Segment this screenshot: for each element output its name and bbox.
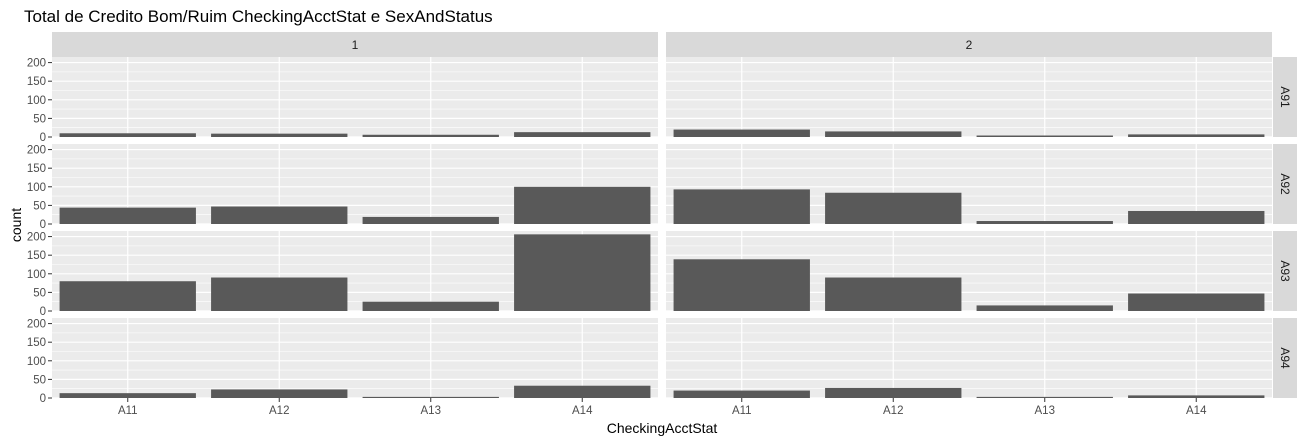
row-strip-label-a94: A94 <box>1278 347 1292 369</box>
y-tick-label: 150 <box>27 337 46 349</box>
bar-1-a92-a11 <box>59 207 196 224</box>
bar-1-a91-a13 <box>362 134 499 137</box>
bar-1-a94-a11 <box>59 393 196 398</box>
col-strip-label-1: 1 <box>352 38 359 52</box>
y-tick-label: 50 <box>33 287 46 299</box>
row-strip-label-a92: A92 <box>1278 173 1292 195</box>
panel-1-a91: 0 50 100 150 200 <box>27 57 658 144</box>
y-tick-label: 100 <box>27 182 46 194</box>
bar-2-a94-a14 <box>1128 395 1265 398</box>
x-tick-label-a12: A12 <box>269 405 289 417</box>
y-tick-label: 200 <box>27 319 46 331</box>
x-axis-title: CheckingAcctStat <box>607 420 718 436</box>
y-tick-label: 150 <box>27 76 46 88</box>
y-tick-label: 150 <box>27 163 46 175</box>
bar-2-a92-a14 <box>1128 210 1265 224</box>
y-tick-label: 50 <box>33 113 46 125</box>
y-axis-title: count <box>8 208 24 242</box>
col-strip-1 <box>52 32 658 57</box>
y-tick-label: 200 <box>27 58 46 70</box>
x-tick-label-a11: A11 <box>732 405 752 417</box>
bar-2-a93-a12 <box>825 277 962 311</box>
bar-2-a91-a13 <box>976 135 1113 137</box>
bar-1-a92-a12 <box>211 206 348 224</box>
row-strip-a92 <box>1273 144 1297 224</box>
x-tick-label-a14: A14 <box>1186 405 1207 417</box>
bar-2-a94-a12 <box>825 387 962 398</box>
panel-background <box>52 318 658 398</box>
bar-1-a92-a14 <box>514 186 651 224</box>
bar-1-a91-a11 <box>59 133 196 137</box>
x-tick-label-a12: A12 <box>883 405 903 417</box>
panel-2-a94: A11 A12 A13 A14 <box>666 318 1272 417</box>
panel-1-a92: 0 50 100 150 200 <box>27 144 658 231</box>
panel-background <box>666 318 1272 398</box>
bar-2-a93-a11 <box>673 259 810 311</box>
panel-grid: 1 2A91A92A93A9405010015020005010015020005… <box>27 32 1297 417</box>
chart-title: Total de Credito Bom/Ruim CheckingAcctSt… <box>24 7 493 26</box>
panel-1-a94: 0 50 100 150 200 A11 A12 A13 A14 <box>27 318 658 417</box>
bar-1-a91-a14 <box>514 132 651 137</box>
row-strip-a93 <box>1273 231 1297 311</box>
panel-background <box>666 57 1272 137</box>
bar-1-a93-a14 <box>514 234 651 311</box>
panel-2-a92 <box>666 144 1272 225</box>
bar-2-a94-a13 <box>976 396 1113 398</box>
y-tick-label: 100 <box>27 356 46 368</box>
x-tick-label-a13: A13 <box>1035 405 1055 417</box>
panel-background <box>52 57 658 137</box>
y-tick-label: 200 <box>27 232 46 244</box>
bar-1-a94-a12 <box>211 389 348 398</box>
bar-1-a93-a13 <box>362 301 499 311</box>
bar-1-a94-a14 <box>514 385 651 398</box>
bar-2-a91-a11 <box>673 129 810 137</box>
x-tick-label-a13: A13 <box>421 405 441 417</box>
panel-2-a93 <box>666 231 1272 312</box>
bar-1-a94-a13 <box>362 396 499 398</box>
y-tick-label: 200 <box>27 145 46 157</box>
bar-2-a94-a11 <box>673 390 810 398</box>
bar-2-a92-a12 <box>825 192 962 224</box>
bar-2-a93-a14 <box>1128 293 1265 311</box>
x-tick-label-a14: A14 <box>572 405 593 417</box>
panel-1-a93: 0 50 100 150 200 <box>27 231 658 318</box>
col-strip-2 <box>666 32 1272 57</box>
bar-1-a92-a13 <box>362 216 499 224</box>
y-tick-label: 0 <box>40 219 46 231</box>
y-tick-label: 50 <box>33 374 46 386</box>
y-tick-label: 100 <box>27 95 46 107</box>
bar-1-a93-a12 <box>211 277 348 311</box>
y-tick-label: 0 <box>40 132 46 144</box>
y-tick-label: 0 <box>40 393 46 405</box>
y-tick-label: 50 <box>33 200 46 212</box>
row-strip-a94 <box>1273 318 1297 398</box>
bar-2-a92-a11 <box>673 189 810 224</box>
col-strip-label-2: 2 <box>966 38 973 52</box>
row-strip-a91 <box>1273 57 1297 137</box>
bar-2-a91-a14 <box>1128 134 1265 137</box>
y-tick-label: 0 <box>40 306 46 318</box>
bar-1-a93-a11 <box>59 281 196 311</box>
y-tick-label: 150 <box>27 250 46 262</box>
bar-2-a92-a13 <box>976 221 1113 224</box>
row-strip-label-a91: A91 <box>1278 86 1292 108</box>
row-strip-label-a93: A93 <box>1278 260 1292 282</box>
y-tick-label: 100 <box>27 269 46 281</box>
bar-2-a93-a13 <box>976 305 1113 311</box>
panel-2-a91 <box>666 57 1272 138</box>
bar-2-a91-a12 <box>825 131 962 137</box>
x-tick-label-a11: A11 <box>118 405 138 417</box>
bar-1-a91-a12 <box>211 133 348 137</box>
